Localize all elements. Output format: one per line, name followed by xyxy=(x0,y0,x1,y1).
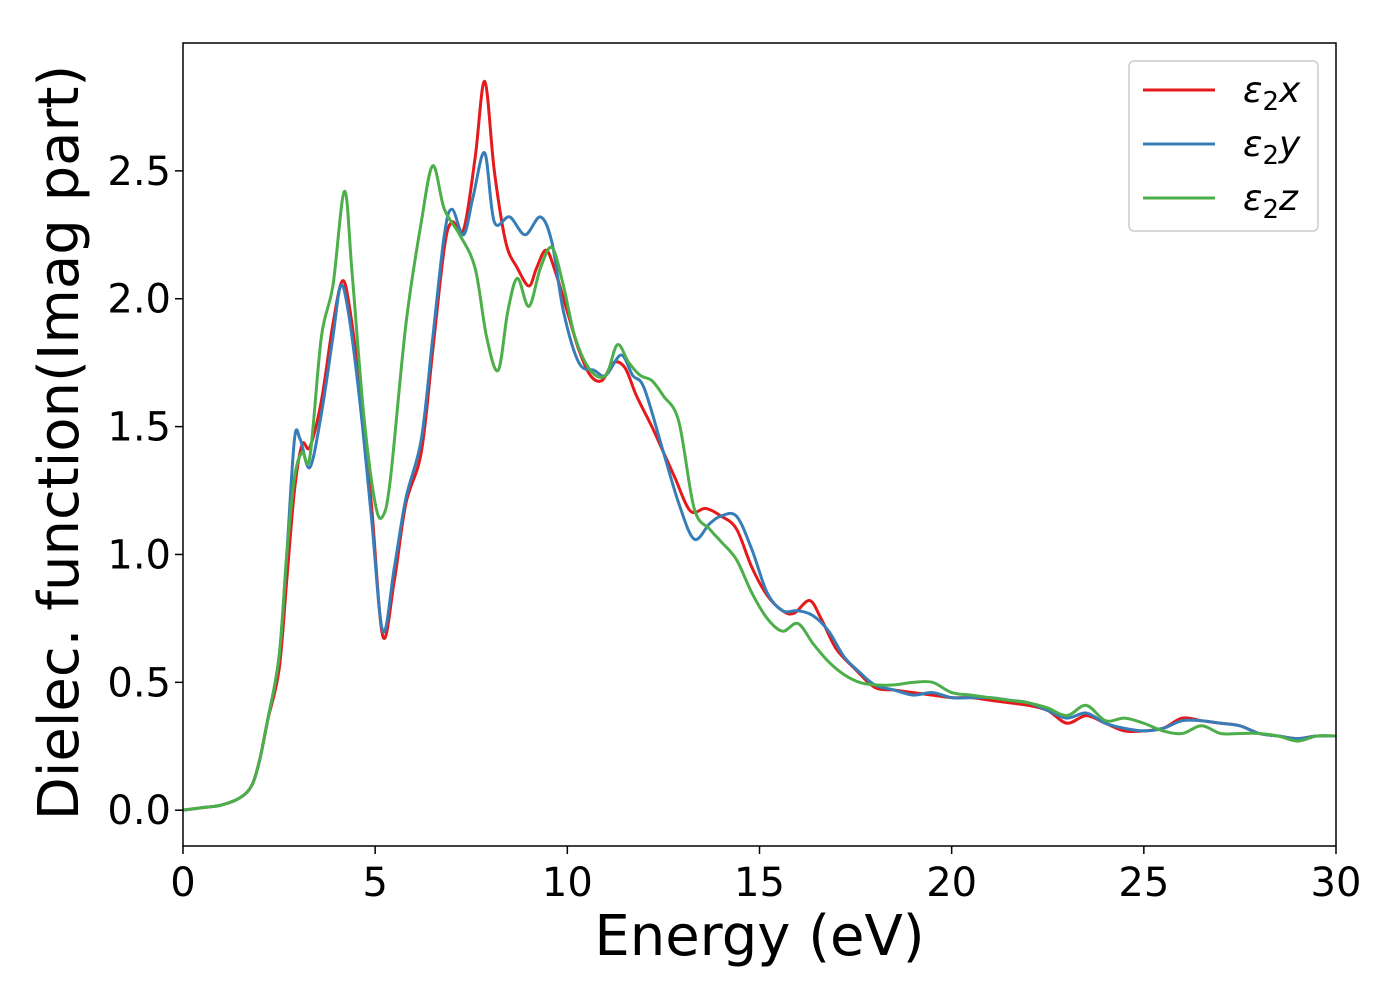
x-tick-label: 10 xyxy=(542,860,593,906)
y-tick-label: 1.5 xyxy=(107,405,171,451)
series-line-y xyxy=(183,151,1336,812)
y-tick-label: 0.5 xyxy=(107,660,171,706)
y-axis-ticks: 0.0 0.5 1.0 1.5 2.0 2.5 xyxy=(107,149,183,834)
y-axis-title: Dielec. function(Imag part) xyxy=(27,65,92,821)
legend-label-subscript: 2 xyxy=(1262,141,1279,171)
legend-label-var: x xyxy=(1278,70,1301,111)
legend-label-base: ε xyxy=(1243,178,1262,219)
x-tick-label: 30 xyxy=(1311,860,1362,906)
legend-label-base: ε xyxy=(1243,70,1262,111)
x-axis-ticks: 0 5 10 15 20 25 30 xyxy=(170,846,1361,906)
x-tick-label: 25 xyxy=(1118,860,1169,906)
x-tick-label: 0 xyxy=(170,860,195,906)
legend-box xyxy=(1128,60,1319,232)
legend-label-z: ε2z xyxy=(1243,178,1299,225)
legend-label-base: ε xyxy=(1243,124,1262,165)
legend-label-var: z xyxy=(1278,178,1299,219)
legend-label-y: ε2y xyxy=(1243,124,1301,171)
y-tick-label: 0.0 xyxy=(107,788,171,834)
legend-label-subscript: 2 xyxy=(1262,87,1279,117)
x-tick-label: 5 xyxy=(362,860,387,906)
x-tick-label: 20 xyxy=(926,860,977,906)
legend-label-subscript: 2 xyxy=(1262,195,1279,225)
y-tick-label: 1.0 xyxy=(107,532,171,578)
x-axis-title: Energy (eV) xyxy=(594,904,924,969)
series-line-z xyxy=(183,164,1336,812)
y-tick-label: 2.0 xyxy=(107,277,171,323)
legend-label-var: y xyxy=(1278,124,1301,165)
x-tick-label: 15 xyxy=(734,860,785,906)
y-tick-label: 2.5 xyxy=(107,149,171,195)
legend-label-x: ε2x xyxy=(1243,70,1301,117)
series-layer xyxy=(183,79,1336,812)
